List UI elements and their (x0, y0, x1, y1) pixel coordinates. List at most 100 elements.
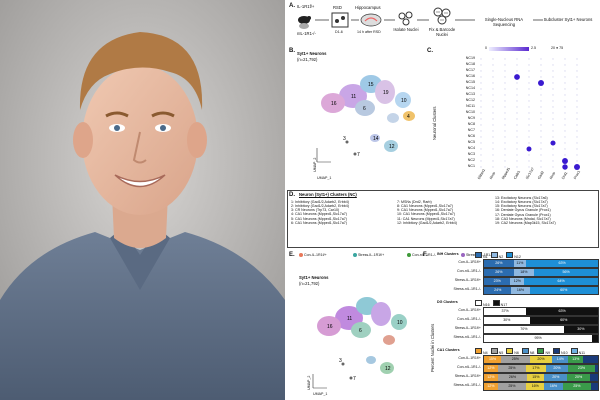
legend-dot (299, 253, 303, 258)
bar-segment: 30% (563, 326, 598, 333)
bar-segment: 24% (484, 287, 512, 294)
dot-mark (516, 64, 518, 66)
dot-mark (504, 166, 506, 168)
bar-segment: 70% (484, 326, 564, 333)
dot-mark (552, 112, 554, 114)
bar-segment: 95% (484, 335, 593, 342)
dot-mark (540, 154, 542, 156)
dot-mark (552, 58, 554, 60)
dot-mark (528, 142, 530, 144)
cluster-list-item: 1: Inhibitory (Gad1/2,Adarb2, Erbb4) (291, 200, 349, 204)
dot-mark (552, 166, 554, 168)
bar-segment: 16% (511, 287, 530, 294)
dot-mark (552, 94, 554, 96)
bar-segment: 12% (484, 374, 498, 381)
bar-segment: 15% (527, 374, 545, 381)
dot-mark (574, 164, 580, 170)
bar-segment: 63% (526, 260, 598, 267)
bar-row-label: Con-nIL-1R1-/- (457, 269, 481, 273)
mouse-wt-label: IL-1R1f/+ (297, 4, 315, 9)
dot-mark (576, 130, 578, 132)
dot-mark (492, 148, 494, 150)
bar-segment (591, 383, 598, 390)
legend-label: N12 (514, 255, 521, 259)
dot-mark (480, 82, 482, 84)
dot-mark (480, 70, 482, 72)
portrait-photo (0, 0, 285, 400)
section-title: INH Clusters (437, 252, 459, 256)
legend-label: N5 (498, 351, 504, 355)
dot-mark (540, 112, 542, 114)
subcluster-label: Subcluster Syt1+ Neurons (543, 17, 593, 22)
dot-mark (540, 58, 542, 60)
panel-a-arrows (315, 19, 543, 21)
legend-swatch (521, 348, 529, 354)
dot-mark (504, 82, 506, 84)
dot-mark (564, 82, 566, 84)
dot-mark (480, 106, 482, 108)
legend-swatch (553, 348, 561, 354)
bar-segment (594, 365, 598, 372)
legend-label: N6 (514, 351, 519, 355)
bar-segment: 26% (497, 374, 528, 381)
bar-segment: 63% (526, 308, 598, 315)
dot-mark (552, 124, 554, 126)
legend-swatch (490, 252, 498, 258)
legend-label: N16 (483, 303, 490, 307)
dot-mark (552, 118, 554, 120)
dot-mark (514, 74, 520, 80)
dot-mark (576, 136, 578, 138)
bar-segment: 12% (484, 383, 498, 390)
dot-mark (492, 94, 494, 96)
cluster-row-label: NC12 (465, 98, 475, 102)
svg-text:16: 16 (331, 101, 337, 107)
svg-text:3: 3 (343, 136, 346, 142)
dot-mark (540, 64, 542, 66)
dot-mark (564, 154, 566, 156)
dot-mark (492, 124, 494, 126)
legend-item: Con-IL-1R1f/+ (299, 253, 353, 258)
legend-swatch (475, 348, 482, 354)
gene-labels: Ebbet1 Rmb Mpped1 Calb1 Slc17a7 Gad2 Rmb Drd1 Pr… (475, 167, 595, 184)
dot-mark (576, 100, 578, 102)
dot-mark (504, 118, 506, 120)
dot-mark (516, 70, 518, 72)
dot-mark (564, 142, 566, 144)
bar-segment: 14% (552, 356, 569, 363)
dot-mark (528, 166, 530, 168)
stacked-bar: 70% 30% (483, 325, 599, 334)
dot-mark (516, 124, 518, 126)
bar-row-label: Stress-nIL-1R1-/- (453, 383, 481, 387)
stacked-bar: 23% 12% 64% (483, 277, 599, 286)
dot-mark (576, 76, 578, 78)
dot-mark (492, 130, 494, 132)
dot-mark (492, 166, 494, 168)
legend-swatch (490, 348, 498, 354)
dot-mark (480, 118, 482, 120)
bar-segment: 12% (510, 278, 525, 285)
dot-mark (492, 70, 494, 72)
stacked-bar: 15% 25% 20% 14% 13% (483, 355, 599, 364)
dot-mark (576, 112, 578, 114)
dot-mark (528, 94, 530, 96)
cluster-row-label: NC19 (465, 56, 475, 60)
stacked-bar-charts: INH Clusters N1 N2 N12 Con-IL-1R1f/+ 26% 11% 63… (437, 252, 599, 400)
cluster-row-label: NC2 (467, 158, 475, 162)
dot-mark (516, 130, 518, 132)
bar-segment: 20% (545, 365, 569, 372)
dot-mark (492, 106, 494, 108)
bar-segment: 26% (484, 260, 514, 267)
svg-text:19: 19 (383, 90, 389, 96)
stacked-bar: 26% 11% 63% (483, 259, 599, 268)
dot-mark (480, 112, 482, 114)
dot-mark (492, 142, 494, 144)
panel-b-yaxis: UMAP_2 (313, 157, 317, 172)
cluster-list-item: 13: Excitatory Neurons (Slc17a6) (495, 196, 548, 200)
dot-mark (552, 130, 554, 132)
legend-label: Con-nIL-1R1-/- (412, 253, 436, 257)
dot-mark (528, 154, 530, 156)
dot-mark (564, 94, 566, 96)
dot-mark (564, 106, 566, 108)
dot-mark (552, 88, 554, 90)
dot-mark (552, 106, 554, 108)
